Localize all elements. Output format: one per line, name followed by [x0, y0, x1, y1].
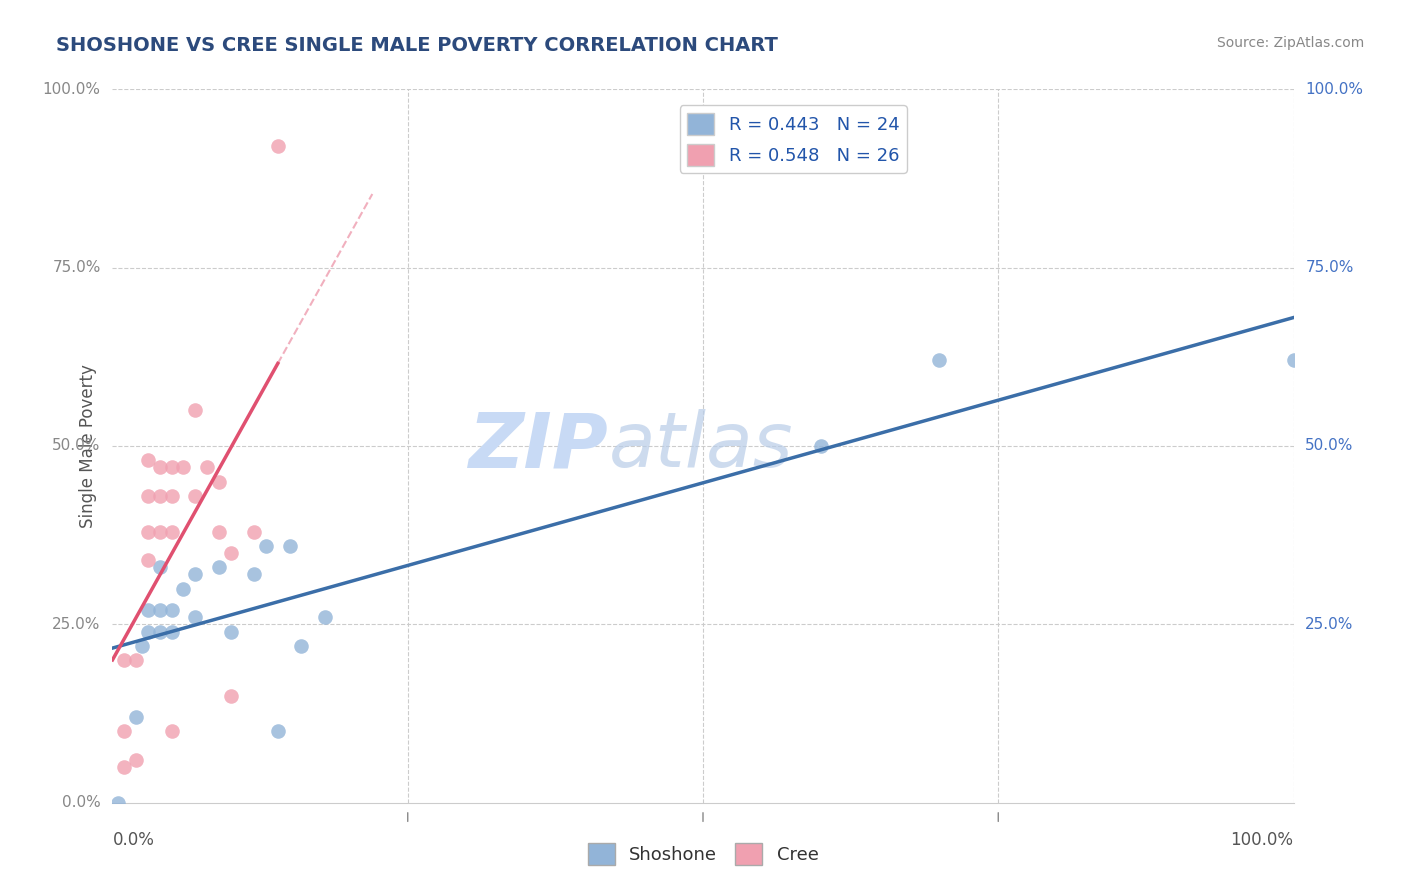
Text: ZIP: ZIP: [468, 409, 609, 483]
Point: [267, 724, 290, 739]
Point: [219, 546, 242, 560]
Point: [184, 567, 207, 582]
Point: [267, 139, 290, 153]
Point: [149, 603, 172, 617]
Point: [243, 524, 266, 539]
Point: [125, 753, 148, 767]
Point: [112, 724, 135, 739]
Point: [136, 553, 159, 567]
Text: atlas: atlas: [609, 409, 793, 483]
Text: 100.0%: 100.0%: [42, 82, 101, 96]
Point: [810, 439, 832, 453]
Text: 0.0%: 0.0%: [62, 796, 101, 810]
Point: [112, 760, 135, 774]
Text: 25.0%: 25.0%: [52, 617, 101, 632]
Point: [136, 524, 159, 539]
Point: [149, 460, 172, 475]
Point: [131, 639, 153, 653]
Point: [928, 353, 950, 368]
Point: [125, 653, 148, 667]
Point: [195, 460, 218, 475]
Point: [160, 603, 183, 617]
Text: Source: ZipAtlas.com: Source: ZipAtlas.com: [1216, 36, 1364, 50]
Point: [136, 603, 159, 617]
Point: [278, 539, 301, 553]
Point: [112, 653, 135, 667]
Text: 50.0%: 50.0%: [52, 439, 101, 453]
Legend: Shoshone, Cree: Shoshone, Cree: [581, 836, 825, 872]
Point: [208, 560, 231, 574]
Point: [160, 724, 183, 739]
Text: 75.0%: 75.0%: [1305, 260, 1354, 275]
Text: 0.0%: 0.0%: [112, 831, 155, 849]
Point: [149, 524, 172, 539]
Point: [149, 560, 172, 574]
Text: 100.0%: 100.0%: [1305, 82, 1364, 96]
Point: [184, 489, 207, 503]
Point: [160, 524, 183, 539]
Point: [160, 460, 183, 475]
Point: [107, 796, 129, 810]
Point: [125, 710, 148, 724]
Point: [184, 610, 207, 624]
Text: 25.0%: 25.0%: [1305, 617, 1354, 632]
Point: [136, 624, 159, 639]
Point: [160, 489, 183, 503]
Point: [314, 610, 336, 624]
Point: [149, 624, 172, 639]
Point: [243, 567, 266, 582]
Point: [208, 524, 231, 539]
Point: [136, 453, 159, 467]
Point: [254, 539, 277, 553]
Text: 100.0%: 100.0%: [1230, 831, 1294, 849]
Point: [172, 582, 194, 596]
Point: [136, 489, 159, 503]
Point: [208, 475, 231, 489]
Point: [219, 624, 242, 639]
Point: [172, 460, 194, 475]
Text: 75.0%: 75.0%: [52, 260, 101, 275]
Text: SHOSHONE VS CREE SINGLE MALE POVERTY CORRELATION CHART: SHOSHONE VS CREE SINGLE MALE POVERTY COR…: [56, 36, 778, 54]
Text: 50.0%: 50.0%: [1305, 439, 1354, 453]
Point: [290, 639, 312, 653]
Point: [160, 624, 183, 639]
Point: [149, 489, 172, 503]
Point: [184, 403, 207, 417]
Point: [1282, 353, 1305, 368]
Y-axis label: Single Male Poverty: Single Male Poverty: [79, 364, 97, 528]
Point: [219, 689, 242, 703]
